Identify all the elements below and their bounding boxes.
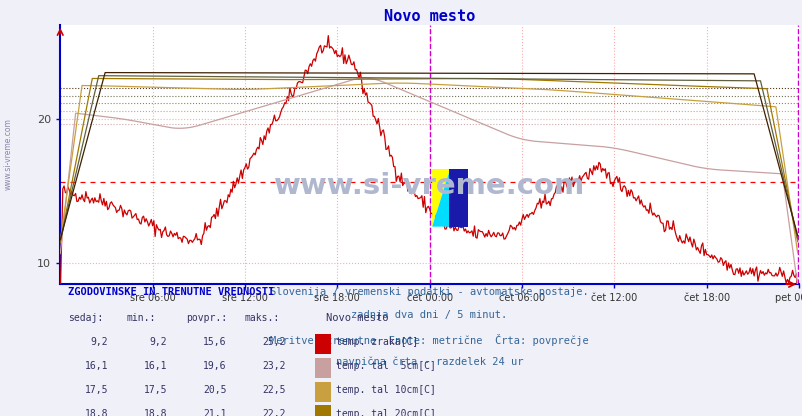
Text: 19,6: 19,6 <box>203 361 226 371</box>
Text: 18,8: 18,8 <box>144 409 167 416</box>
Text: www.si-vreme.com: www.si-vreme.com <box>3 118 13 190</box>
Text: 17,5: 17,5 <box>85 385 108 395</box>
Text: Meritve: trenutne  Enote: metrične  Črta: povprečje: Meritve: trenutne Enote: metrične Črta: … <box>270 334 588 346</box>
Bar <box>314 406 331 416</box>
Polygon shape <box>431 169 450 227</box>
Bar <box>314 334 331 354</box>
Text: maks.:: maks.: <box>245 313 280 323</box>
Text: 9,2: 9,2 <box>149 337 167 347</box>
Text: Novo mesto: Novo mesto <box>326 313 388 323</box>
Text: 15,6: 15,6 <box>203 337 226 347</box>
Bar <box>314 357 331 378</box>
Text: 16,1: 16,1 <box>85 361 108 371</box>
Text: min.:: min.: <box>127 313 156 323</box>
Text: 22,5: 22,5 <box>261 385 286 395</box>
Bar <box>449 169 468 227</box>
Text: 21,1: 21,1 <box>203 409 226 416</box>
Text: Slovenija / vremenski podatki - avtomatske postaje.: Slovenija / vremenski podatki - avtomats… <box>270 287 588 297</box>
Text: 20,5: 20,5 <box>203 385 226 395</box>
Text: povpr.:: povpr.: <box>185 313 227 323</box>
Text: temp. tal 10cm[C]: temp. tal 10cm[C] <box>335 385 435 395</box>
Bar <box>314 381 331 401</box>
Text: 25,2: 25,2 <box>261 337 286 347</box>
Text: navpična črta - razdelek 24 ur: navpična črta - razdelek 24 ur <box>335 357 523 367</box>
Text: 9,2: 9,2 <box>91 337 108 347</box>
Text: zadnja dva dni / 5 minut.: zadnja dva dni / 5 minut. <box>351 310 507 320</box>
Text: www.si-vreme.com: www.si-vreme.com <box>273 172 585 200</box>
Text: ZGODOVINSKE IN TRENUTNE VREDNOSTI: ZGODOVINSKE IN TRENUTNE VREDNOSTI <box>67 287 273 297</box>
Polygon shape <box>431 169 450 227</box>
Text: 17,5: 17,5 <box>144 385 167 395</box>
Title: Novo mesto: Novo mesto <box>383 9 475 24</box>
Text: sedaj:: sedaj: <box>67 313 103 323</box>
Text: 18,8: 18,8 <box>85 409 108 416</box>
Text: temp. zraka[C]: temp. zraka[C] <box>335 337 418 347</box>
Text: 16,1: 16,1 <box>144 361 167 371</box>
Text: temp. tal 20cm[C]: temp. tal 20cm[C] <box>335 409 435 416</box>
Text: 23,2: 23,2 <box>261 361 286 371</box>
Text: temp. tal  5cm[C]: temp. tal 5cm[C] <box>335 361 435 371</box>
Text: 22,2: 22,2 <box>261 409 286 416</box>
